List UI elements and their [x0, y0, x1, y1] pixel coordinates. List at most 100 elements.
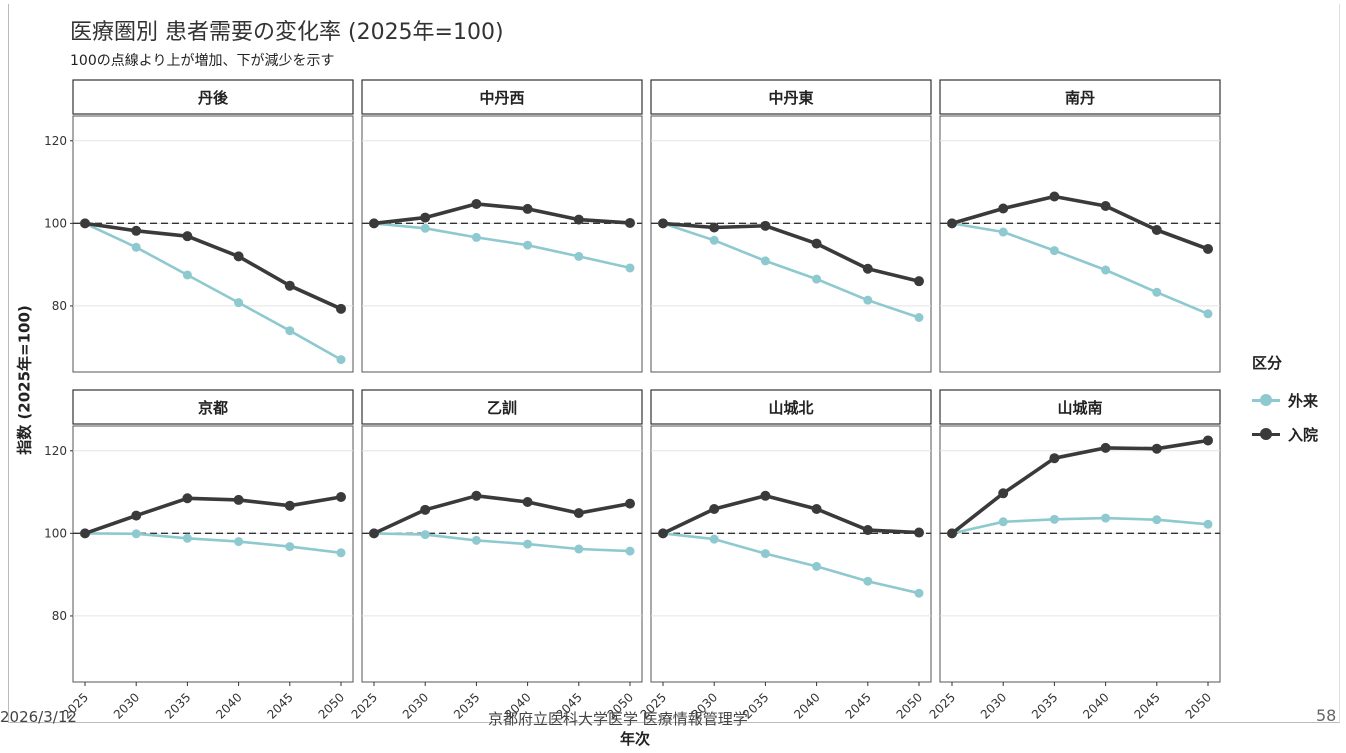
data-point-inpatient [625, 217, 635, 228]
data-point-outpatient [625, 263, 635, 273]
x-tick-label: 2050 [1183, 690, 1214, 721]
panel-plot-0 [72, 115, 354, 373]
panel-plot-5 [361, 425, 643, 683]
data-point-inpatient [625, 498, 635, 509]
panel-strip-6 [650, 389, 932, 425]
data-point-outpatient [471, 232, 481, 242]
data-point-outpatient [182, 270, 192, 280]
footer-date: 2026/3/12 [0, 708, 77, 726]
panel-strip-3 [939, 79, 1221, 115]
data-point-outpatient [1152, 515, 1162, 525]
x-tick-label: 2030 [111, 690, 142, 721]
data-point-outpatient [1203, 519, 1213, 529]
data-point-outpatient [760, 549, 770, 559]
legend-swatch-inpatient [1252, 427, 1280, 441]
data-point-inpatient [182, 493, 193, 504]
data-point-inpatient [760, 220, 771, 231]
data-point-inpatient [1049, 453, 1060, 464]
chart-subtitle: 100の点線より上が増加、下が減少を示す [70, 53, 335, 69]
panel-plot-2 [650, 115, 932, 373]
data-point-outpatient [709, 235, 719, 245]
series-line-inpatient [84, 495, 342, 536]
data-point-inpatient [369, 218, 379, 229]
data-point-inpatient [1203, 243, 1213, 254]
data-point-outpatient [285, 326, 295, 336]
x-axis-label: 年次 [620, 730, 651, 748]
panel-label-3: 南丹 [1065, 89, 1095, 107]
x-tick-label: 2040 [1080, 690, 1111, 721]
data-point-inpatient [947, 218, 957, 229]
series-line-inpatient [951, 194, 1209, 251]
x-tick-label: 2030 [978, 690, 1009, 721]
series-line-inpatient [662, 494, 920, 536]
x-tick-label: 2050 [316, 690, 347, 721]
panel-plot-7 [939, 425, 1221, 683]
data-point-outpatient [574, 544, 584, 554]
legend-label-outpatient: 外来 [1288, 391, 1319, 410]
data-point-outpatient [812, 561, 822, 571]
x-tick-label: 2040 [791, 690, 822, 721]
data-point-outpatient [234, 298, 244, 308]
data-point-inpatient [284, 500, 295, 511]
data-point-inpatient [284, 280, 295, 291]
series-line-outpatient [662, 532, 920, 595]
data-point-inpatient [709, 222, 720, 233]
data-point-outpatient [998, 517, 1008, 527]
data-point-inpatient [658, 528, 668, 539]
data-point-inpatient [760, 490, 771, 501]
panel-strip-2 [650, 79, 932, 115]
x-tick-label: 2035 [1029, 690, 1060, 721]
data-point-outpatient [1049, 514, 1059, 524]
data-point-inpatient [811, 503, 822, 514]
series-line-inpatient [373, 202, 631, 226]
x-tick-label: 2035 [451, 690, 482, 721]
series-line-outpatient [84, 532, 342, 555]
chart-title: 医療圏別 患者需要の変化率 (2025年=100) [70, 20, 504, 45]
data-point-inpatient [914, 276, 924, 287]
series-line-outpatient [84, 222, 342, 361]
panel-label-6: 山城北 [768, 399, 813, 417]
x-tick-label: 2025 [927, 690, 958, 721]
panel-label-5: 乙訓 [487, 399, 517, 417]
y-tick-label: 80 [52, 299, 67, 313]
data-point-outpatient [1203, 309, 1213, 319]
y-tick-label: 120 [44, 134, 67, 148]
y-tick-label: 80 [52, 609, 67, 623]
data-point-outpatient [625, 546, 635, 556]
data-point-outpatient [1049, 246, 1059, 256]
data-point-outpatient [914, 588, 924, 598]
data-point-inpatient [709, 503, 720, 514]
legend-swatch-outpatient [1252, 393, 1280, 407]
data-point-outpatient [336, 355, 346, 365]
data-point-inpatient [1049, 191, 1060, 202]
data-point-outpatient [285, 542, 295, 552]
data-point-outpatient [471, 535, 481, 545]
panel-label-2: 中丹東 [768, 89, 813, 107]
data-point-inpatient [573, 508, 584, 519]
panel-plot-4 [72, 425, 354, 683]
data-point-outpatient [1101, 265, 1111, 275]
series-line-outpatient [373, 532, 631, 553]
data-point-inpatient [658, 218, 668, 229]
data-point-inpatient [1203, 435, 1213, 446]
y-tick-label: 120 [44, 444, 67, 458]
panel-strip-7 [939, 389, 1221, 425]
data-point-outpatient [914, 312, 924, 322]
y-tick-label: 100 [44, 216, 67, 230]
data-point-outpatient [574, 251, 584, 261]
panel-strip-5 [361, 389, 643, 425]
series-line-outpatient [373, 222, 631, 270]
data-point-outpatient [1152, 287, 1162, 297]
data-point-inpatient [233, 251, 244, 262]
data-point-inpatient [862, 525, 873, 536]
data-point-outpatient [760, 256, 770, 266]
panel-strip-4 [72, 389, 354, 425]
data-point-outpatient [1101, 513, 1111, 523]
panel-label-4: 京都 [198, 399, 228, 417]
data-point-outpatient [863, 576, 873, 586]
panel-plot-3 [939, 115, 1221, 373]
footer-page-number: 58 [1316, 706, 1337, 725]
data-point-outpatient [420, 223, 430, 233]
data-point-outpatient [863, 295, 873, 305]
